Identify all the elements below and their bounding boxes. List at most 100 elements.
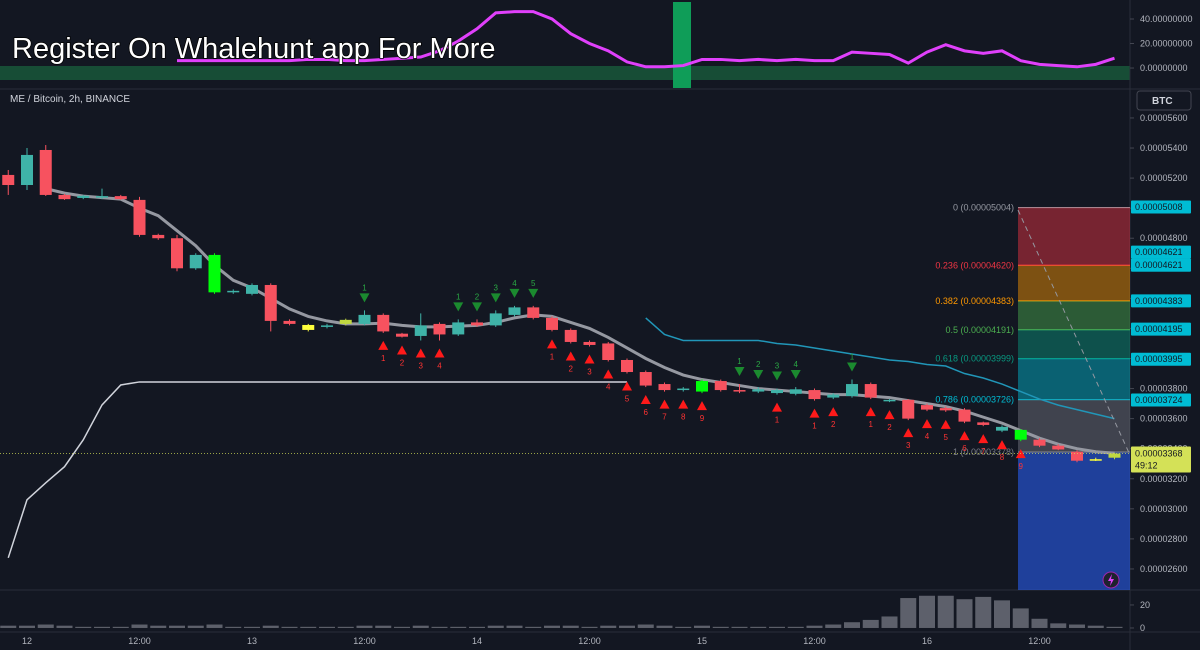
candle-body: [602, 343, 615, 360]
volume-bar: [131, 624, 148, 628]
volume-bar: [994, 600, 1010, 628]
buy-setup-marker: [378, 340, 389, 350]
buy-setup-marker: [959, 431, 970, 441]
volume-bar: [637, 624, 654, 628]
buy-setup-marker: [697, 401, 707, 411]
buy-setup-count: 3: [587, 367, 592, 376]
candle-body: [21, 154, 33, 186]
buy-setup-count: 6: [962, 444, 967, 453]
candle-body: [846, 384, 858, 397]
volume-bar: [225, 626, 242, 628]
candle-body: [377, 314, 390, 332]
candle-body: [208, 254, 221, 293]
volume-bar: [975, 596, 992, 628]
line-series: [177, 10, 1115, 69]
buy-setup-count: 3: [419, 361, 424, 370]
volume-bar: [469, 626, 485, 628]
alert-bolt[interactable]: [1108, 574, 1114, 586]
sell-setup-count: 2: [475, 292, 480, 301]
candle-body: [2, 174, 15, 186]
buy-setup-count: 8: [1000, 453, 1005, 462]
line-series: [7, 381, 627, 559]
symbol-title: ME / Bitcoin, 2h, BINANCE: [10, 94, 130, 105]
volume-bar: [562, 625, 579, 628]
buy-setup-count: 5: [944, 433, 949, 442]
price-tag-label: 0.00004621: [1135, 260, 1183, 270]
candle-body: [396, 333, 408, 337]
candle-body: [677, 388, 690, 391]
currency-button[interactable]: [1136, 90, 1192, 111]
candle-body: [714, 381, 727, 391]
volume-bar: [262, 625, 279, 628]
buy-setup-count: 1: [550, 352, 555, 361]
currency-label[interactable]: BTC: [1152, 96, 1173, 107]
price-tag-label: 0.00003995: [1135, 354, 1183, 364]
candle-body: [189, 254, 202, 269]
banner: Register On Whalehunt app For More: [12, 33, 496, 65]
fib-label: 0.618 (0.00003999): [935, 354, 1014, 364]
y-tick-label: 0.00003000: [1140, 504, 1188, 514]
y-tick-label: 0.00005600: [1140, 113, 1188, 123]
volume-bar: [919, 595, 935, 628]
buy-setup-marker: [997, 440, 1007, 450]
volume-bar: [825, 624, 842, 628]
volume-bar: [94, 626, 110, 628]
buy-setup-marker: [640, 395, 651, 405]
candle-body: [921, 405, 933, 410]
volume-bar: [900, 598, 917, 628]
y-tick-label: 0.00002600: [1140, 564, 1188, 574]
fib-label: 0.236 (0.00004620): [935, 260, 1014, 270]
fib-label: 0.786 (0.00003726): [935, 395, 1014, 405]
line-series: [45, 187, 1115, 455]
buy-setup-count: 6: [644, 408, 649, 417]
fib-label: 0.382 (0.00004383): [935, 296, 1014, 306]
volume-bar: [487, 625, 504, 628]
volume-bar: [75, 626, 92, 628]
volume-bar: [937, 595, 954, 628]
candle-body: [752, 389, 765, 392]
buy-setup-marker: [828, 407, 839, 417]
volume-bar: [281, 626, 298, 628]
volume-bar: [37, 624, 54, 628]
volume-bar: [787, 626, 804, 628]
volume-bar: [206, 624, 223, 628]
candle-body: [583, 341, 596, 345]
sell-setup-count: 1: [362, 283, 367, 292]
volume-bar: [581, 626, 598, 628]
buy-setup-marker: [865, 407, 876, 417]
x-tick-label: 15: [697, 636, 707, 646]
volume-bar: [544, 625, 560, 628]
buy-setup-count: 2: [887, 423, 892, 432]
candle-body: [1052, 445, 1065, 450]
volume-bar: [675, 626, 692, 628]
volume-bar: [956, 599, 973, 628]
fib-label: 0 (0.00005004): [953, 203, 1014, 213]
buy-setup-count: 2: [569, 364, 574, 373]
volume-bar: [806, 625, 823, 628]
sell-setup-marker: [453, 302, 464, 312]
candle-body: [489, 313, 502, 326]
volume-bar: [150, 625, 167, 628]
buy-setup-marker: [978, 434, 989, 444]
volume-bar: [712, 626, 729, 628]
volume-bar: [600, 625, 617, 628]
price-tag: [1131, 258, 1191, 272]
candle-body: [227, 290, 240, 293]
candle-body: [789, 389, 802, 394]
buy-setup-count: 8: [681, 413, 686, 422]
x-tick-label: 12:00: [128, 636, 151, 646]
price-tag: [1131, 446, 1191, 473]
sell-setup-marker: [847, 362, 857, 372]
y-tick-label: 0: [1140, 623, 1145, 633]
candle-body: [977, 422, 990, 425]
y-tick-label: 0.00003800: [1140, 384, 1188, 394]
indicator-signal: [673, 2, 691, 88]
fib-extension: [1018, 451, 1130, 590]
y-tick-label: 20.00000000: [1140, 39, 1193, 49]
candle-body: [996, 426, 1008, 431]
buy-setup-marker: [397, 345, 407, 355]
volume-bar: [862, 619, 879, 628]
volume-bar: [881, 616, 898, 628]
